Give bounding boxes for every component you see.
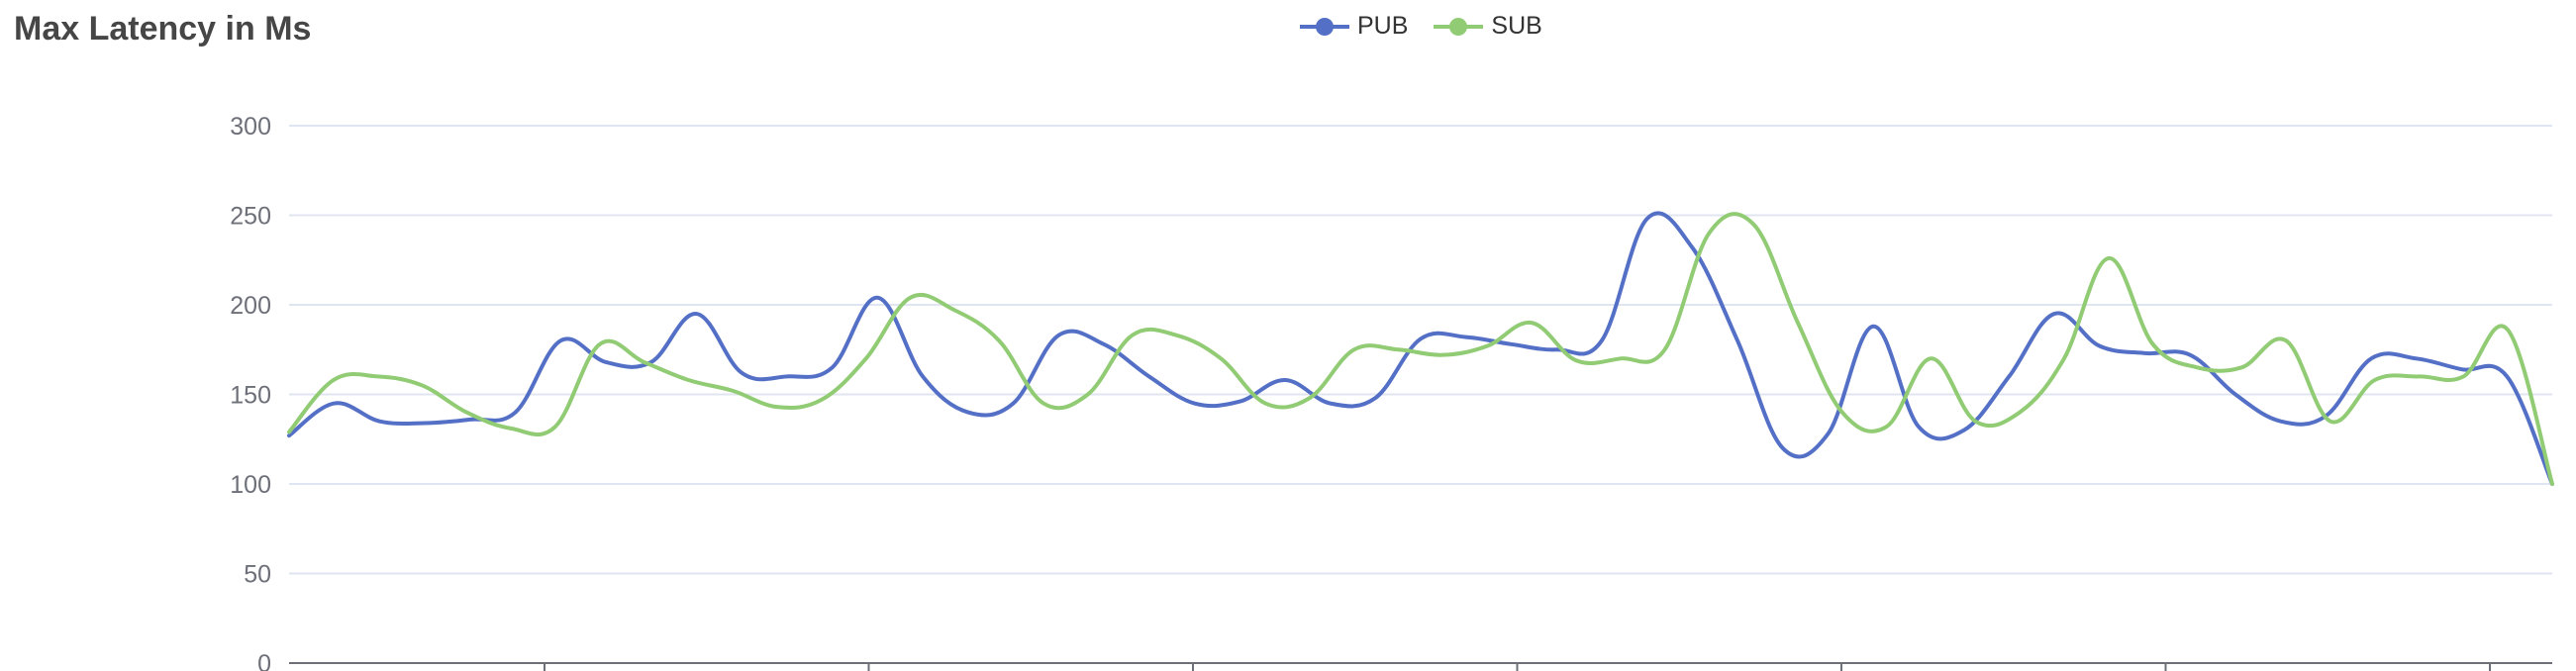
legend-item-pub[interactable]: PUB xyxy=(1300,12,1408,41)
y-tick-label-200: 200 xyxy=(230,292,271,320)
series-line-sub xyxy=(287,212,2554,486)
legend-label-pub: PUB xyxy=(1357,12,1409,40)
legend-label-sub: SUB xyxy=(1491,12,1542,40)
legend: PUB SUB xyxy=(1300,12,1542,41)
y-tick-label-300: 300 xyxy=(230,113,271,141)
y-tick-label-250: 250 xyxy=(230,203,271,231)
series-line-pub xyxy=(287,211,2554,486)
y-tick-label-150: 150 xyxy=(230,382,271,410)
legend-line-pub-icon xyxy=(1300,17,1349,36)
chart-title: Max Latency in Ms xyxy=(14,10,312,48)
legend-item-sub[interactable]: SUB xyxy=(1434,12,1542,41)
y-tick-label-0: 0 xyxy=(257,650,271,671)
y-tick-label-50: 50 xyxy=(244,561,271,589)
y-tick-label-100: 100 xyxy=(230,471,271,499)
legend-line-sub-icon xyxy=(1434,17,1484,36)
